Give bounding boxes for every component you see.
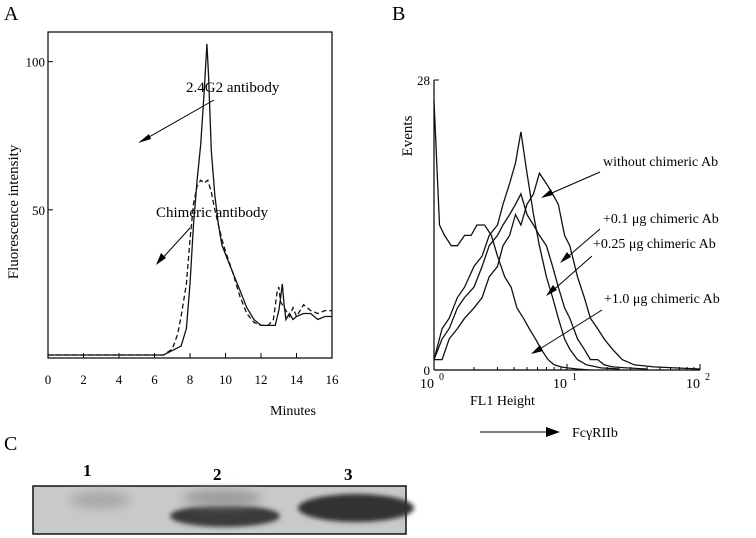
panel-b-x-tick-exponent: 2 bbox=[705, 372, 710, 383]
panel-b-x-tick-exponent: 1 bbox=[572, 372, 577, 383]
panel-b-annotation-0.1: +0.1 μg chimeric Ab bbox=[603, 212, 719, 227]
panel-a-x-ticks: 0 2 4 6 8 10 12 14 16 bbox=[45, 353, 339, 387]
lane-label-2: 2 bbox=[213, 465, 222, 484]
panel-b-x-axis-label: FL1 Height bbox=[470, 394, 535, 409]
blot-band-lane-2 bbox=[170, 505, 280, 527]
panel-a-x-axis-label: Minutes bbox=[270, 404, 316, 419]
panel-b-series bbox=[433, 100, 701, 371]
panel-b-x-tick-exponent: 0 bbox=[439, 372, 444, 383]
panel-b-y-ticks: 0 28 bbox=[417, 73, 439, 378]
lane-label-3: 3 bbox=[344, 465, 353, 484]
panel-b-arrow-without bbox=[544, 171, 601, 197]
panel-b-histogram-4 bbox=[433, 100, 591, 371]
panel-b-arrow-1.0 bbox=[534, 309, 603, 353]
blot-smear-lane-2 bbox=[182, 490, 262, 506]
panel-b-arrowhead-1.0 bbox=[531, 345, 543, 354]
panel-a-y-ticks: 50 100 bbox=[26, 55, 53, 218]
panel-b-arrow-0.1 bbox=[563, 228, 601, 261]
panel-b-histogram-3 bbox=[433, 131, 620, 370]
panel-b-annotation-0.25: +0.25 μg chimeric Ab bbox=[593, 237, 716, 252]
panel-a-x-tick-label: 0 bbox=[45, 372, 52, 387]
panel-b-arrowhead-0.25 bbox=[546, 285, 557, 296]
panel-a-x-tick-label: 12 bbox=[255, 372, 268, 387]
panel-b-histogram-2 bbox=[433, 192, 648, 370]
panel-a-x-tick-label: 8 bbox=[187, 372, 194, 387]
panel-a-x-tick-label: 2 bbox=[80, 372, 87, 387]
blot-band-lane-3 bbox=[298, 494, 414, 522]
panel-a-arrowhead-2.4g2 bbox=[138, 134, 151, 143]
panel-b-annotation-without: without chimeric Ab bbox=[603, 155, 718, 170]
panel-b-y-tick-label: 0 bbox=[424, 363, 431, 378]
panel-a-y-tick-label: 100 bbox=[26, 55, 46, 70]
panel-a-x-tick-label: 4 bbox=[116, 372, 123, 387]
panel-b-arrow-0.25 bbox=[549, 255, 593, 294]
panel-a-annotation-2.4g2: 2.4G2 antibody bbox=[186, 80, 280, 96]
panel-a-label: A bbox=[4, 3, 19, 25]
panel-a-x-tick-label: 14 bbox=[290, 372, 304, 387]
panel-b-y-tick-label: 28 bbox=[417, 73, 430, 88]
lane-label-1: 1 bbox=[83, 461, 92, 480]
panel-b-x-tick-base: 10 bbox=[420, 377, 434, 392]
panel-a-arrowhead-chimeric bbox=[156, 253, 166, 265]
panel-b-x-tick-base: 10 bbox=[553, 377, 567, 392]
panel-a: A 0 2 4 6 8 10 12 14 16 50 100 Minutes Fluorescen… bbox=[4, 3, 339, 419]
panel-a-arrow-chimeric bbox=[159, 227, 191, 262]
panel-a-annotation-chimeric: Chimeric antibody bbox=[156, 205, 269, 221]
panel-b-label: B bbox=[392, 3, 405, 25]
panel-c: C 1 2 3 bbox=[4, 433, 414, 535]
panel-b-x-tick-base: 10 bbox=[686, 377, 700, 392]
panel-c-label: C bbox=[4, 433, 17, 455]
panel-b-fcgr-label: FcγRIIb bbox=[572, 426, 618, 441]
panel-b-arrowhead-without bbox=[541, 189, 553, 198]
panel-b-fcgr-arrowhead bbox=[546, 427, 560, 437]
panel-b-histogram-1 bbox=[434, 171, 701, 370]
panel-b-arrowhead-0.1 bbox=[560, 252, 571, 263]
panel-a-x-tick-label: 6 bbox=[151, 372, 158, 387]
panel-b-annotation-1.0: +1.0 μg chimeric Ab bbox=[604, 292, 720, 307]
panel-b-y-axis-label: Events bbox=[400, 115, 416, 156]
panel-b: B 10 0 10 1 10 2 028 FL1 Height Events withou… bbox=[392, 3, 720, 441]
panel-a-y-tick-label: 50 bbox=[32, 203, 45, 218]
panel-a-x-tick-label: 10 bbox=[219, 372, 232, 387]
blot-band-lane-1 bbox=[70, 491, 130, 509]
panel-a-y-axis-label: Fluorescence intensity bbox=[6, 144, 22, 279]
panel-b-x-ticks: 10 0 10 1 10 2 bbox=[420, 364, 710, 392]
panel-a-x-tick-label: 16 bbox=[326, 372, 340, 387]
panel-a-series bbox=[48, 43, 332, 356]
panel-a-arrow-2.4g2 bbox=[141, 99, 215, 142]
